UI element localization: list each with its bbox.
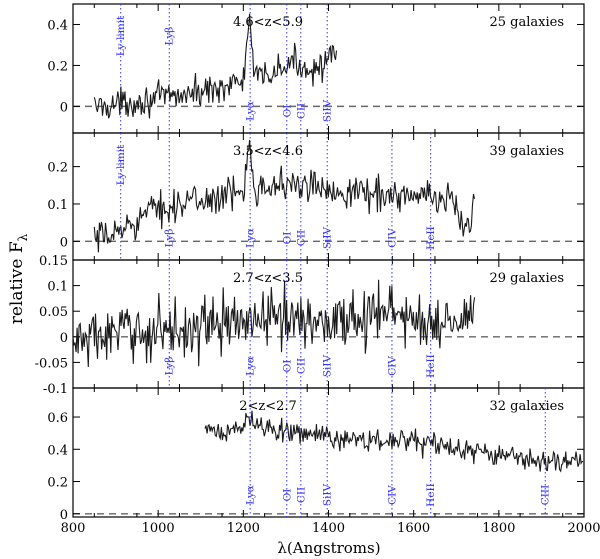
galaxy-count-label: 32 galaxies (489, 399, 564, 414)
x-tick-label: 2000 (567, 521, 600, 536)
y-tick-label: 0.2 (47, 476, 68, 491)
y-axis-label-sub: λ (16, 233, 30, 241)
spectrum-trace (72, 279, 476, 368)
line-label: Lyα (245, 485, 257, 505)
panel-2: 0 0.1 0.2 Ly-limit Lyβ Lyα OI CII SiIV CIV HeII 3.5… (47, 132, 585, 261)
line-label: OI (281, 105, 293, 118)
redshift-label: 2.7<z<3.5 (233, 271, 303, 286)
line-label: Lyβ (164, 27, 176, 46)
galaxy-count-label: 39 galaxies (489, 144, 564, 159)
line-label: HeII (425, 354, 437, 378)
line-label: Lyα (245, 228, 257, 248)
spectrum-trace (204, 410, 584, 473)
line-label: Lyβ (164, 229, 176, 248)
line-label: OI (281, 232, 293, 245)
redshift-label: 3.5<z<4.6 (233, 144, 303, 159)
line-label: Lyβ (164, 357, 176, 376)
y-tick-label: -0.05 (35, 356, 68, 371)
line-label: OI (281, 360, 293, 373)
line-label: Lyα (245, 356, 257, 376)
line-label: Ly-limit (115, 144, 127, 185)
line-label: CIV (386, 485, 398, 505)
line-label: CII (295, 358, 307, 374)
x-tick-label: 1400 (312, 521, 345, 536)
line-label: CII (295, 230, 307, 246)
x-axis-label: λ(Angstroms) (277, 539, 380, 557)
line-label: Lyα (245, 101, 257, 121)
line-label: CII (295, 103, 307, 119)
x-tick-label: 1200 (227, 521, 260, 536)
y-tick-label: -0.1 (43, 382, 68, 397)
line-label: SiIV (322, 99, 334, 122)
panel-4: 0 0.2 0.4 0.6 Lyα OI CII SiIV CIV HeII CIII 2<z<2.7… (47, 387, 585, 523)
galaxy-count-label: 29 galaxies (489, 271, 564, 286)
line-label: SiIV (322, 483, 334, 506)
redshift-label: 4.6<z<5.9 (233, 15, 303, 30)
y-axis-label-main: relative F (7, 241, 27, 324)
y-tick-label: 0.6 (47, 411, 68, 426)
x-tick-label: 1800 (482, 521, 515, 536)
y-tick-label: 0 (60, 235, 68, 250)
line-label: SiIV (322, 354, 334, 377)
y-tick-label: 0 (60, 508, 68, 523)
line-label: CIV (386, 356, 398, 376)
y-tick-label: 0.1 (47, 198, 68, 213)
redshift-label: 2<z<2.7 (239, 399, 297, 414)
line-label: OI (281, 489, 293, 502)
x-tick-label: 1600 (397, 521, 430, 536)
y-tick-label: 0.2 (47, 161, 68, 176)
panel-3: -0.1 -0.05 0 0.05 0.1 0.15 Lyβ Lyα OI CII SiIV CIV H… (35, 254, 585, 397)
line-label: CII (295, 487, 307, 503)
galaxy-count-label: 25 galaxies (489, 15, 564, 30)
spectrum-trace (93, 139, 476, 253)
x-tick-label: 800 (61, 521, 86, 536)
line-label: HeII (425, 226, 437, 250)
line-label: SiIV (322, 226, 334, 249)
y-tick-label: 0.05 (39, 305, 68, 320)
line-label: HeII (425, 483, 437, 507)
x-tick-label: 1000 (142, 521, 175, 536)
y-tick-label: 0.1 (47, 280, 68, 295)
y-tick-label: 0.4 (47, 18, 68, 33)
y-tick-label: 0.2 (47, 59, 68, 74)
line-label: CIII (540, 485, 552, 505)
y-tick-label: 0 (60, 100, 68, 115)
y-tick-label: 0.4 (47, 443, 68, 458)
line-label: Ly-limit (115, 15, 127, 56)
y-tick-label: 0.15 (39, 254, 68, 269)
spectrum-trace (93, 13, 338, 119)
x-axis: 800 1000 1200 1400 1600 1800 2000 (61, 521, 600, 536)
y-axis-label: relative Fλ (7, 233, 30, 324)
line-label: CIV (386, 228, 398, 248)
y-tick-label: 0 (60, 331, 68, 346)
panel-1: 0 0.2 0.4 Ly-limit Lyβ Lyα OI CII SiIV 4.6<z<5.9 2… (47, 3, 585, 134)
